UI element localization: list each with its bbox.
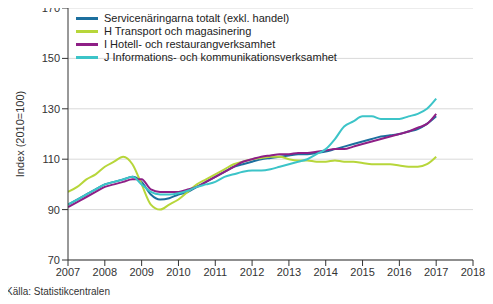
svg-text:2016: 2016: [387, 266, 411, 278]
html-text:H Transport och magasinering: H Transport och magasinering: [104, 25, 252, 37]
svg-text:2018: 2018: [461, 266, 485, 278]
svg-text:2008: 2008: [93, 266, 117, 278]
svg-text:2013: 2013: [277, 266, 301, 278]
svg-text:2017: 2017: [424, 266, 448, 278]
svg-text:150: 150: [42, 52, 60, 64]
svg-text:110: 110: [42, 153, 60, 165]
svg-text:2010: 2010: [166, 266, 190, 278]
svg-text:Index (2010=100): Index (2010=100): [14, 91, 26, 178]
svg-text:90: 90: [48, 204, 60, 216]
svg-text:2011: 2011: [203, 266, 227, 278]
svg-text:2014: 2014: [313, 266, 337, 278]
svg-text:170: 170: [42, 8, 60, 14]
svg-text:70: 70: [48, 254, 60, 266]
svg-text:2015: 2015: [350, 266, 374, 278]
html-text:Servicenäringarna totalt (exkl: Servicenäringarna totalt (exkl. handel): [104, 12, 290, 24]
svg-text:2009: 2009: [129, 266, 153, 278]
html-text:Källa: Statistikcentralen: Källa: Statistikcentralen: [6, 286, 110, 297]
svg-text:130: 130: [42, 103, 60, 115]
html-text:J Informations- och kommunikat: J Informations- och kommunikationsverksa…: [104, 51, 337, 63]
svg-text:2007: 2007: [56, 266, 80, 278]
html-text:I Hotell- och restaurangverksa: I Hotell- och restaurangverksamhet: [104, 38, 276, 50]
svg-text:2012: 2012: [240, 266, 264, 278]
